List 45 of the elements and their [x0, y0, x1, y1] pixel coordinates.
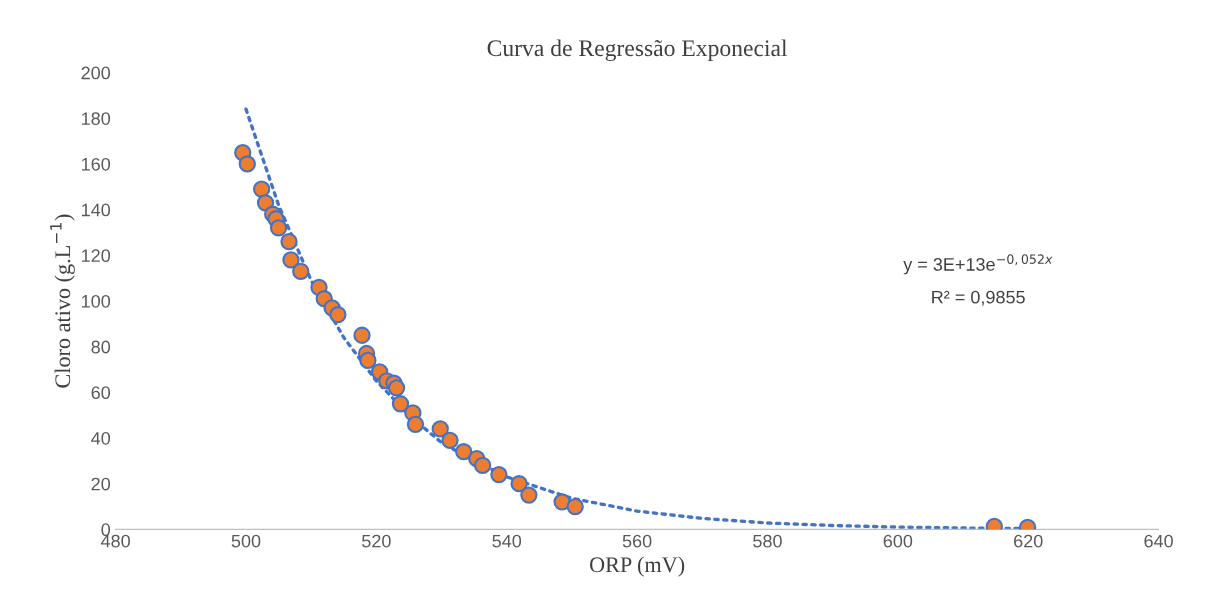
y-tick-label: 100: [82, 294, 111, 308]
point: [387, 379, 406, 397]
point: [455, 443, 473, 461]
x-tick-label: 560: [622, 534, 652, 548]
point: [473, 456, 492, 475]
y-tick-label: 0: [101, 523, 111, 537]
x-tick-label: 640: [1144, 534, 1173, 548]
point: [252, 180, 271, 198]
y-tick-label: 20: [91, 477, 111, 491]
chart-title: Curva de Regressão Exponecial: [487, 39, 788, 62]
point: [566, 497, 584, 516]
x-axis-title: ORP (mV): [589, 556, 685, 577]
annotation: y = 3E+13e$^{−0,052x}$: [903, 254, 1053, 275]
y-tick-label: 80: [91, 340, 111, 354]
point: [431, 420, 449, 438]
point: [359, 351, 377, 370]
y-tick-label: 40: [91, 431, 111, 445]
point: [353, 326, 371, 344]
y-tick-label: 60: [91, 386, 111, 400]
point: [520, 486, 538, 504]
x-tick-label: 580: [753, 534, 782, 548]
y-tick-label: 160: [82, 157, 111, 171]
y-tick-label: 180: [82, 112, 111, 125]
point: [391, 395, 410, 413]
point: [441, 431, 459, 449]
point: [406, 415, 425, 433]
point: [510, 475, 528, 493]
point: [282, 251, 300, 269]
y-tick-label: 120: [82, 249, 111, 263]
y-tick-label: 200: [81, 66, 111, 80]
point: [490, 465, 508, 484]
x-tick-label: 500: [231, 534, 261, 548]
x-tick-label: 480: [100, 534, 130, 548]
y-axis-title: Cloro ativo (g.L$^{−1}$): [50, 214, 75, 388]
point: [292, 262, 310, 280]
x-tick-label: 520: [362, 534, 391, 548]
point: [280, 232, 298, 251]
y-tick-label: 140: [82, 203, 111, 217]
point: [238, 155, 256, 173]
x-tick-label: 540: [492, 534, 522, 548]
x-tick-label: 600: [883, 534, 913, 548]
point: [329, 306, 347, 324]
annotation: R² = 0,9855: [932, 290, 1025, 306]
point: [269, 219, 288, 237]
x-tick-label: 620: [1014, 534, 1043, 548]
